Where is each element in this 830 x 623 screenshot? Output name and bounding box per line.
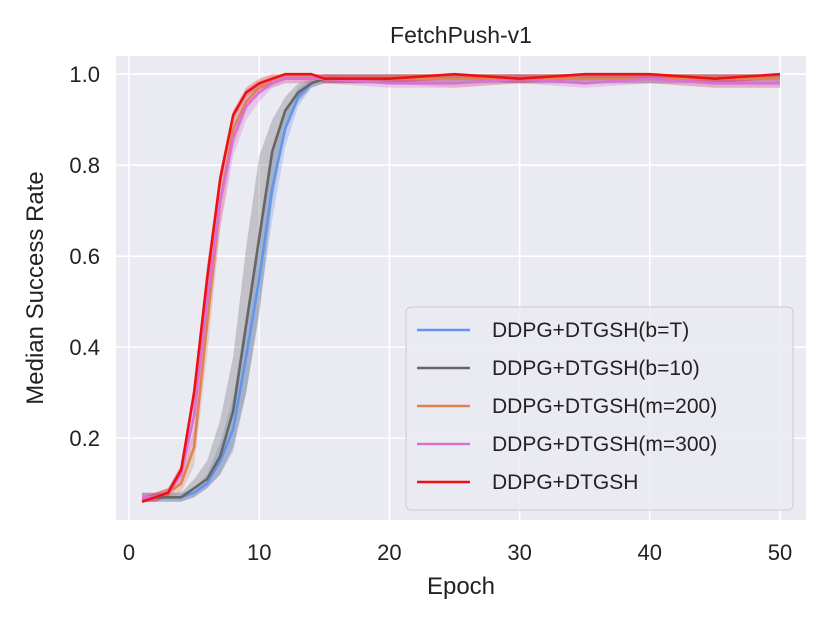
y-tick-labels: 0.2 0.4 0.6 0.8 1.0 bbox=[69, 62, 100, 451]
series-lines bbox=[141, 72, 781, 504]
x-tick-label: 30 bbox=[507, 540, 531, 565]
legend-label: DDPG+DTGSH bbox=[492, 471, 638, 494]
chart-title: FetchPush-v1 bbox=[390, 22, 532, 48]
legend-label: DDPG+DTGSH(m=300) bbox=[492, 433, 717, 456]
y-tick-label: 0.4 bbox=[69, 335, 100, 360]
x-tick-label: 0 bbox=[123, 540, 135, 565]
legend-label: DDPG+DTGSH(b=T) bbox=[492, 319, 689, 342]
series-line bbox=[142, 77, 780, 499]
y-tick-label: 0.6 bbox=[69, 244, 100, 269]
legend-box bbox=[405, 306, 794, 511]
legend-label: DDPG+DTGSH(m=200) bbox=[492, 395, 717, 418]
x-tick-labels: 0 10 20 30 40 50 bbox=[123, 540, 792, 565]
series-line bbox=[141, 72, 781, 504]
x-tick-label: 40 bbox=[638, 540, 662, 565]
x-axis-title: Epoch bbox=[427, 573, 495, 600]
x-tick-label: 50 bbox=[768, 540, 792, 565]
y-axis-title: Median Success Rate bbox=[22, 171, 49, 404]
x-tick-label: 20 bbox=[377, 540, 401, 565]
legend: DDPG+DTGSH(b=T) DDPG+DTGSH(b=10) DDPG+DTGS… bbox=[405, 306, 794, 511]
x-tick-label: 10 bbox=[247, 540, 271, 565]
legend-label: DDPG+DTGSH(b=10) bbox=[492, 357, 700, 380]
y-tick-label: 1.0 bbox=[69, 62, 100, 87]
y-tick-label: 0.8 bbox=[69, 153, 100, 178]
y-tick-label: 0.2 bbox=[69, 426, 100, 451]
